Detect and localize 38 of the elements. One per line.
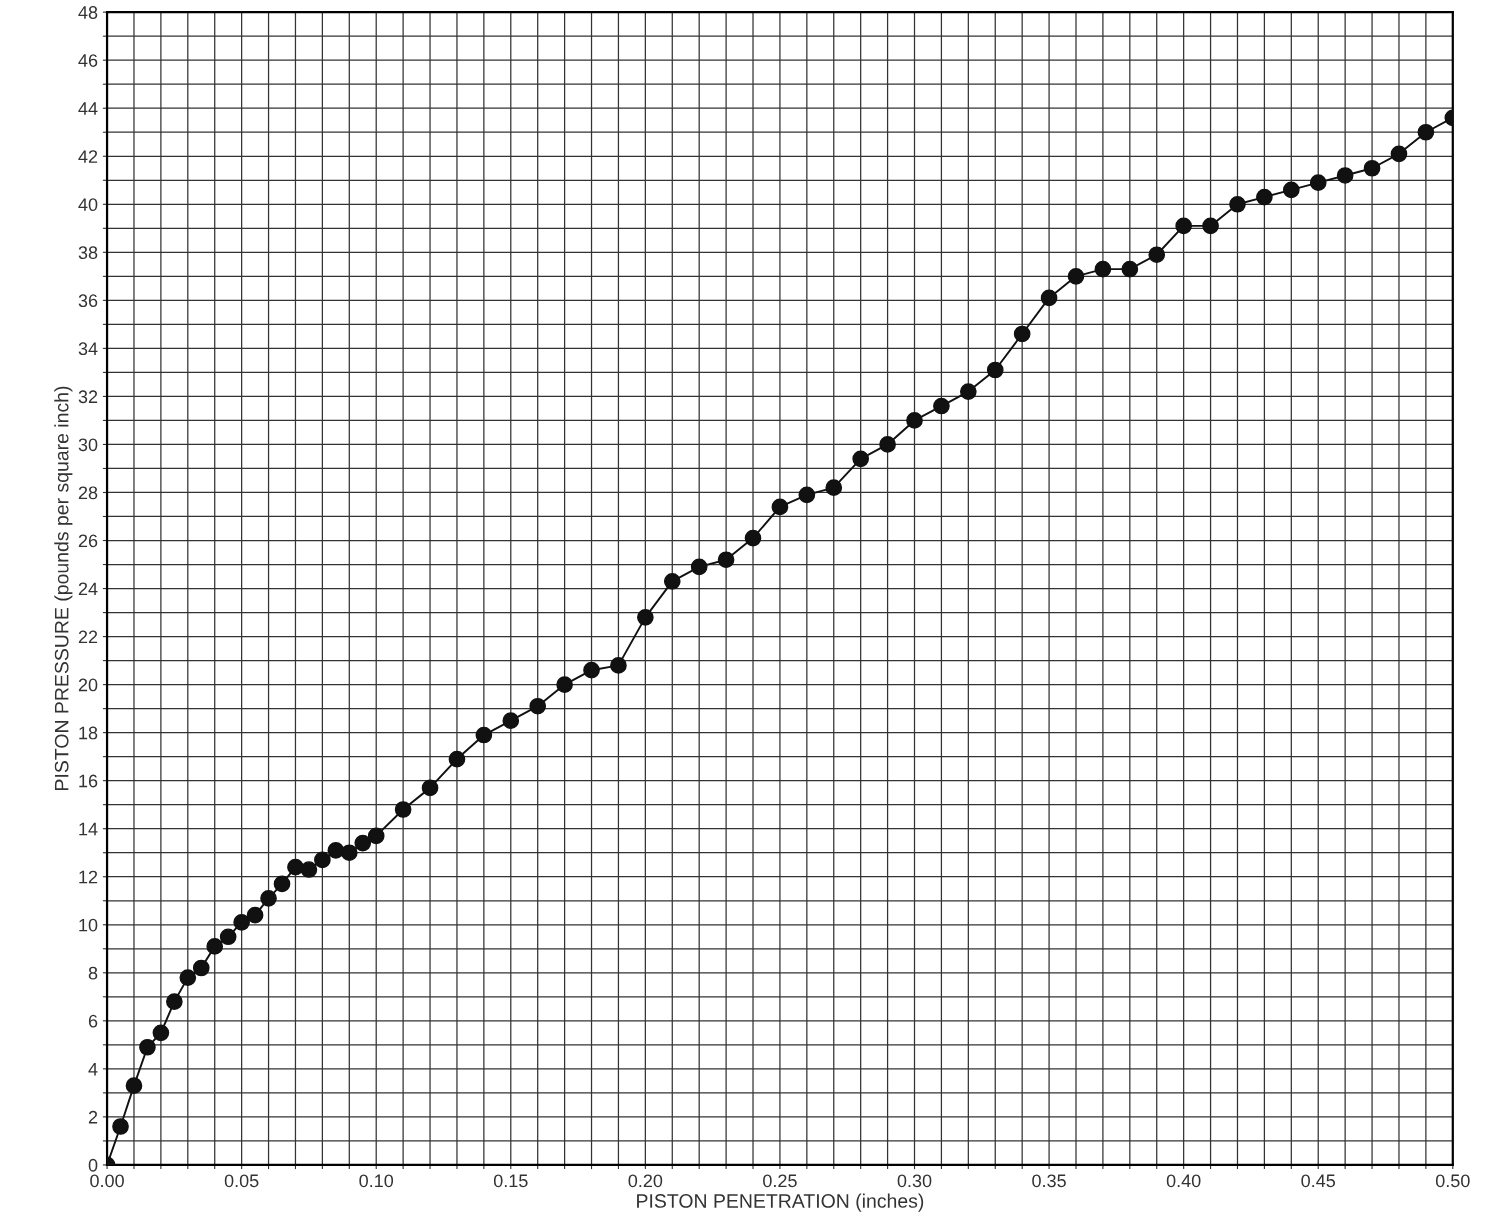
y-tick-label: 14 <box>79 822 98 836</box>
y-tick-label: 38 <box>78 246 98 260</box>
y-tick-label: 22 <box>78 630 98 644</box>
x-tick-label: 0.25 <box>763 1174 797 1188</box>
y-tick-label: 30 <box>78 438 98 452</box>
y-tick-label: 20 <box>78 678 98 692</box>
x-tick-label: 0.50 <box>1435 1174 1470 1188</box>
x-tick-label: 0.10 <box>359 1174 394 1188</box>
y-tick-label: 48 <box>78 6 98 19</box>
y-tick-label: 26 <box>78 534 98 548</box>
y-tick-label: 44 <box>78 102 98 115</box>
y-tick-label: 10 <box>79 918 98 932</box>
y-tick-label: 42 <box>78 150 98 163</box>
x-tick-label: 0.30 <box>897 1174 932 1188</box>
x-tick-label: 0.00 <box>90 1174 124 1188</box>
x-tick-label: 0.45 <box>1301 1174 1336 1188</box>
y-tick-label: 6 <box>88 1014 98 1028</box>
y-tick-label: 2 <box>88 1110 98 1124</box>
y-tick-label: 36 <box>78 294 98 308</box>
y-tick-label: 32 <box>78 390 98 404</box>
y-tick-label: 24 <box>78 582 98 596</box>
y-tick-label: 12 <box>79 870 98 884</box>
x-tick-label: 0.20 <box>628 1174 663 1188</box>
y-tick-label: 8 <box>88 966 98 980</box>
y-tick-label: 40 <box>78 198 98 212</box>
y-tick-label: 0 <box>88 1158 98 1172</box>
y-tick-label: 16 <box>79 774 98 788</box>
y-tick-label: 46 <box>78 54 98 67</box>
x-tick-label: 0.05 <box>224 1174 259 1188</box>
y-tick-label: 18 <box>79 726 98 740</box>
x-tick-label: 0.35 <box>1032 1174 1066 1188</box>
y-tick-label: 4 <box>88 1062 98 1076</box>
x-tick-label: 0.15 <box>493 1174 528 1188</box>
x-axis-title: PISTON PENETRATION (inches) <box>637 1193 924 1212</box>
y-axis-title: PISTON PRESSURE (pounds per square inch) <box>54 386 73 790</box>
y-tick-label: 34 <box>78 342 98 356</box>
y-tick-label: 28 <box>78 486 98 500</box>
x-tick-label: 0.40 <box>1166 1174 1201 1188</box>
